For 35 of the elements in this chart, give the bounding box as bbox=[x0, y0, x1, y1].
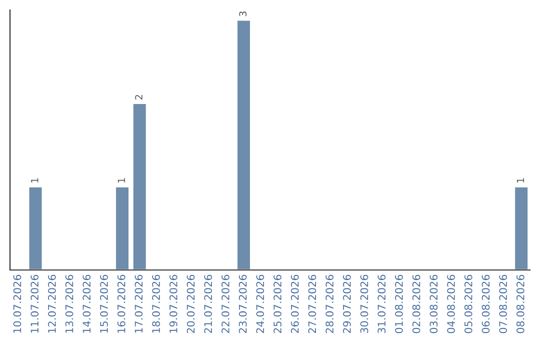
x-tick-label: 04.08.2026 bbox=[447, 274, 455, 334]
x-tick-label: 12.07.2026 bbox=[48, 274, 56, 333]
x-tick-label: 28.07.2026 bbox=[326, 274, 334, 334]
x-tick-label: 31.07.2026 bbox=[378, 274, 386, 334]
data-label: 3 bbox=[239, 12, 247, 16]
x-tick-label: 27.07.2026 bbox=[308, 274, 316, 334]
x-tick-label: 13.07.2026 bbox=[65, 274, 74, 333]
x-tick-label: 11.07.2026 bbox=[30, 274, 39, 333]
x-tick-label: 15.07.2026 bbox=[100, 274, 108, 333]
x-tick-label: 18.07.2026 bbox=[152, 274, 160, 333]
data-label: 1 bbox=[31, 178, 38, 183]
x-tick-label: 29.07.2026 bbox=[342, 274, 351, 334]
x-tick-label: 08.08.2026 bbox=[516, 274, 524, 334]
x-tick-label: 23.07.2026 bbox=[238, 274, 247, 334]
data-label: 2 bbox=[135, 95, 142, 100]
x-tick-label: 17.07.2026 bbox=[134, 274, 143, 333]
x-tick-label: 22.07.2026 bbox=[222, 274, 230, 334]
x-tick-label: 19.07.2026 bbox=[169, 274, 178, 333]
x-tick-label: 02.08.2026 bbox=[412, 274, 420, 334]
x-tick-label: 21.07.2026 bbox=[204, 274, 212, 334]
x-tick-label: 24.07.2026 bbox=[256, 274, 264, 334]
x-tick-label: 25.07.2026 bbox=[274, 274, 282, 334]
x-tick-label: 10.07.2026 bbox=[13, 274, 22, 333]
x-tick-label: 05.08.2026 bbox=[464, 274, 472, 334]
x-tick-label: 03.08.2026 bbox=[430, 274, 438, 334]
x-tick-label: 01.08.2026 bbox=[395, 274, 403, 334]
x-tick-label: 06.08.2026 bbox=[482, 274, 490, 334]
x-tick-label: 14.07.2026 bbox=[82, 274, 91, 333]
data-label: 1 bbox=[118, 178, 125, 183]
x-tick-label: 20.07.2026 bbox=[186, 274, 195, 334]
x-tick-label: 07.08.2026 bbox=[499, 274, 507, 334]
x-tick-label: 26.07.2026 bbox=[290, 274, 299, 334]
x-tick-label: 16.07.2026 bbox=[117, 274, 126, 333]
data-label: 1 bbox=[516, 178, 524, 183]
x-tick-label: 30.07.2026 bbox=[360, 274, 368, 334]
